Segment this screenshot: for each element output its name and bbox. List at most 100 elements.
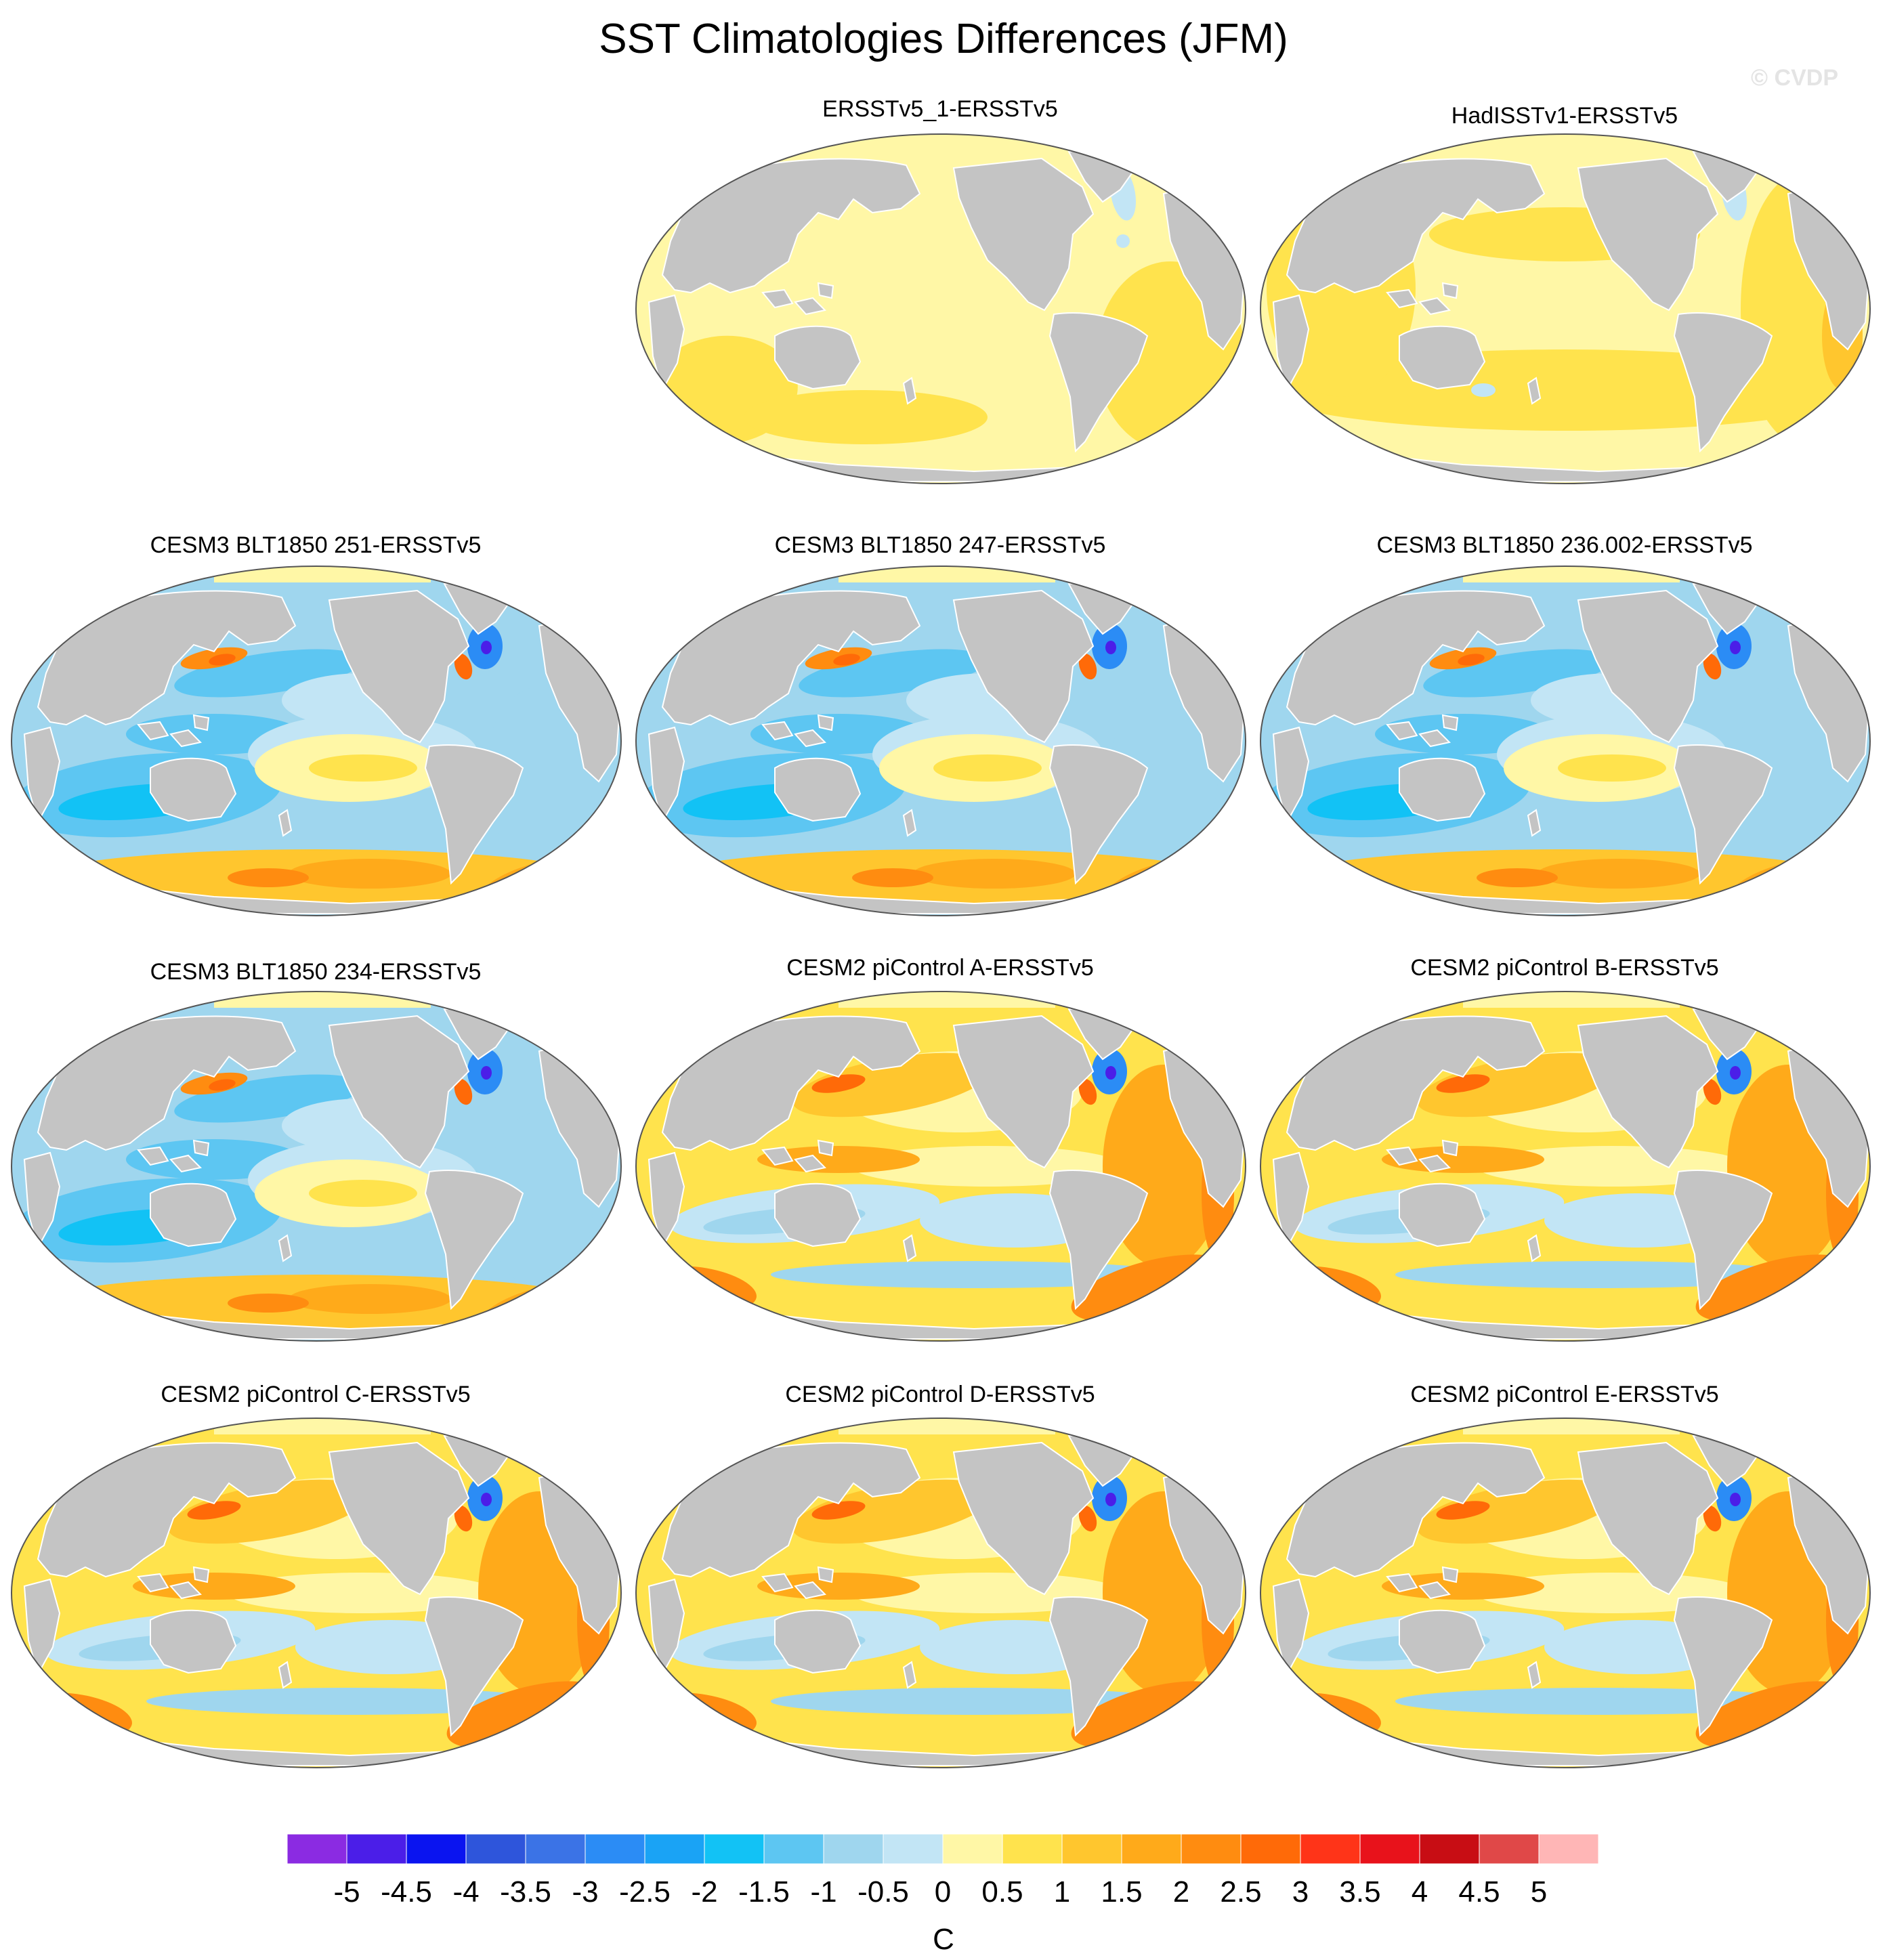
land-asia <box>1286 1442 1546 1578</box>
sst-anomaly-region <box>1417 1052 1617 1117</box>
sst-anomaly-region <box>1105 1066 1116 1080</box>
sst-anomaly-region <box>1078 1078 1097 1105</box>
sst-anomaly-region <box>309 754 417 782</box>
land-africa <box>1272 1151 1310 1250</box>
colorbar-bin <box>704 1833 765 1865</box>
land-indo <box>761 1566 834 1600</box>
colorbar-bin <box>1479 1833 1540 1865</box>
sst-anomaly-region <box>309 1180 417 1207</box>
land-africa <box>648 1578 685 1676</box>
panel-title: CESM2 piControl D-ERSSTv5 <box>785 1382 1095 1407</box>
land-asia <box>37 1015 297 1151</box>
colorbar-tick-label: 0.5 <box>981 1875 1023 1909</box>
land-asia <box>661 1015 921 1151</box>
land-samer <box>424 1596 524 1737</box>
sst-anomaly-region <box>481 641 492 654</box>
land-namer <box>952 1015 1095 1169</box>
land-africa <box>648 294 685 392</box>
land-nz <box>278 1234 293 1262</box>
colorbar-tick-label: 1.5 <box>1101 1875 1142 1909</box>
colorbar-bin <box>1419 1833 1480 1865</box>
panel-title: CESM3 BLT1850 234-ERSSTv5 <box>150 959 482 985</box>
map-outline <box>1260 991 1871 1342</box>
sst-anomaly-region <box>1538 859 1700 889</box>
land-asia <box>37 590 297 726</box>
sst-anomaly-region <box>1703 1078 1722 1105</box>
panel-title: ERSSTv5_1-ERSSTv5 <box>822 96 1058 122</box>
map-panel <box>11 991 622 1342</box>
map-outline <box>1260 566 1871 916</box>
land-indo <box>761 1139 834 1173</box>
sst-anomaly-region <box>133 1573 295 1600</box>
sst-anomaly-region <box>811 1074 866 1093</box>
sst-anomaly-region <box>811 1501 866 1520</box>
sst-anomaly-region <box>1116 234 1130 248</box>
sst-anomaly-region <box>852 868 933 887</box>
land-aus <box>150 757 237 822</box>
land-asia <box>661 590 921 726</box>
sst-anomaly-region <box>1423 649 1611 698</box>
land-indo <box>1386 1566 1459 1600</box>
sst-anomaly-region <box>757 1573 920 1600</box>
map-panel <box>635 991 1246 1342</box>
sst-anomaly-region <box>174 649 362 698</box>
land-samer <box>424 744 524 885</box>
land-nz <box>1527 809 1542 837</box>
land-nz <box>902 1661 917 1689</box>
land-indo <box>137 1139 210 1173</box>
sst-anomaly-region <box>228 868 309 887</box>
land-samer <box>1048 744 1149 885</box>
land-nz <box>1527 377 1542 405</box>
colorbar-tick-label: 1 <box>1054 1875 1070 1909</box>
land-namer <box>328 1015 470 1169</box>
land-aus <box>1399 1183 1486 1248</box>
land-namer <box>328 1441 470 1596</box>
panel-title: CESM3 BLT1850 236.002-ERSSTv5 <box>1376 532 1753 558</box>
land-namer <box>952 157 1095 312</box>
land-aus <box>774 325 862 390</box>
land-aus <box>150 1183 237 1248</box>
colorbar-tick-label: -2.5 <box>619 1875 671 1909</box>
colorbar-tick-label: 2.5 <box>1220 1875 1261 1909</box>
colorbar-tick-label: 4.5 <box>1458 1875 1500 1909</box>
colorbar-tick-label: 4 <box>1412 1875 1428 1909</box>
panel-title: CESM2 piControl B-ERSSTv5 <box>1410 955 1719 981</box>
map-panel <box>635 1418 1246 1768</box>
sst-anomaly-region <box>485 687 593 863</box>
colorbar-bin <box>525 1833 586 1865</box>
sst-anomaly-region <box>1382 1146 1544 1173</box>
colorbar-bin <box>585 1833 645 1865</box>
map-outline <box>1260 133 1871 484</box>
map-panel <box>1260 133 1871 484</box>
panel-title: CESM3 BLT1850 247-ERSSTv5 <box>774 532 1106 558</box>
sst-anomaly-region <box>481 1493 492 1506</box>
land-samer <box>1048 1170 1149 1311</box>
land-samer <box>1673 1170 1773 1311</box>
land-namer <box>328 589 470 744</box>
land-africa <box>23 726 61 824</box>
land-aus <box>774 1609 862 1674</box>
sst-anomaly-region <box>289 1284 451 1314</box>
land-samer <box>1673 744 1773 885</box>
map-outline <box>11 1418 622 1768</box>
sst-anomaly-region <box>454 1078 473 1105</box>
land-asia <box>1286 1015 1546 1151</box>
land-nz <box>902 809 917 837</box>
sst-anomaly-region <box>1078 653 1097 680</box>
colorbar-bin <box>883 1833 944 1865</box>
land-namer <box>952 589 1095 744</box>
sst-anomaly-region <box>744 390 988 444</box>
land-samer <box>1048 1596 1149 1737</box>
sst-anomaly-region <box>792 1052 993 1117</box>
map-panel <box>11 1418 622 1768</box>
colorbar-tick-label: -1 <box>810 1875 836 1909</box>
sst-anomaly-region <box>1458 654 1485 666</box>
land-namer <box>1577 1015 1719 1169</box>
colorbar-bin <box>1359 1833 1420 1865</box>
colorbar-tick-label: -4.5 <box>381 1875 432 1909</box>
sst-anomaly-region <box>913 859 1076 889</box>
land-namer <box>1577 1441 1719 1596</box>
sst-anomaly-region <box>1105 641 1116 654</box>
sst-anomaly-region <box>228 1294 309 1313</box>
map-panel <box>1260 991 1871 1342</box>
